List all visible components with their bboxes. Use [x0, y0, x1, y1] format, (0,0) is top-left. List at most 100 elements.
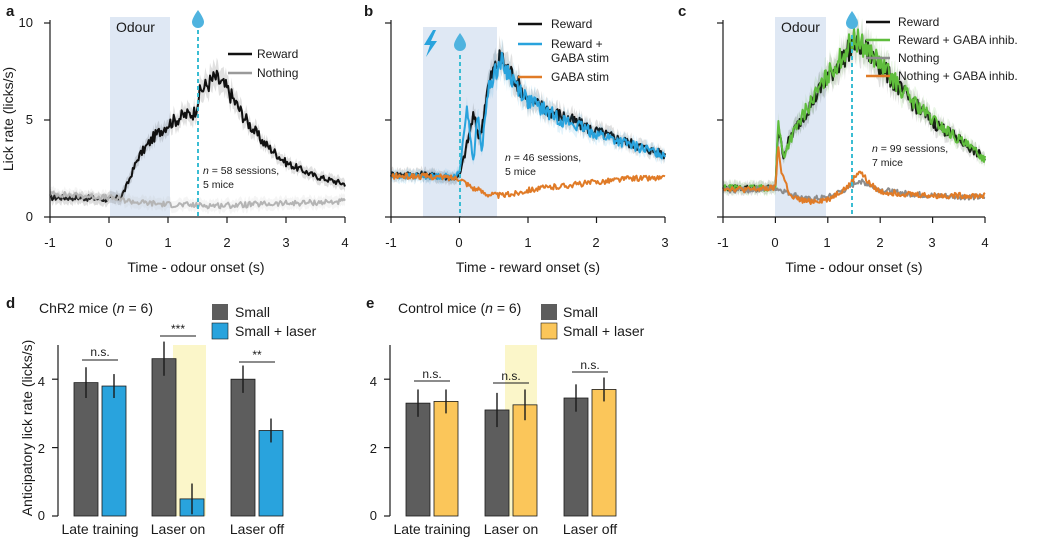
panel-d-ylabel: Anticipatory lick rate (licks/s) [19, 340, 35, 517]
bar-small-laser-off [563, 397, 589, 517]
panel-d: d ChR2 mice (n = 6) 4 2 0 Anticipatory l… [6, 295, 317, 537]
error-band-reward-gaba-stim [391, 37, 665, 185]
panel-a-ytick-0: 0 [26, 209, 33, 224]
panel-d-ytick-2: 2 [38, 441, 45, 456]
panel-a-ticks [44, 22, 346, 223]
error-band-reward [50, 57, 345, 208]
panel-e-letter: e [366, 295, 374, 312]
panel-d-legend-laser: Small + laser [235, 323, 317, 339]
panel-c-xtick: 2 [876, 235, 883, 250]
panel-d-group-label: Laser on [151, 521, 205, 537]
panel-a-legend-nothing: Nothing [257, 66, 298, 80]
error-band-reward-gaba-inhib- [723, 10, 985, 197]
series-line-gaba-stim [390, 172, 666, 199]
panel-c-annotation-2: 7 mice [872, 157, 903, 169]
panel-a-annotation: n = 58 sessions, [203, 165, 279, 177]
panel-b-letter: b [364, 3, 373, 20]
panel-b-legend-reward-gaba-2: GABA stim [551, 51, 609, 65]
lightning-icon [424, 30, 437, 57]
panel-d-laser-shade [173, 345, 206, 516]
panel-e-ytick-2: 2 [370, 441, 377, 456]
bar-small-laser-on [151, 358, 177, 517]
series-line-reward-gaba-inhib- [722, 26, 986, 192]
panel-a-xtick: 2 [223, 235, 230, 250]
panel-e-legend-small: Small [563, 304, 598, 320]
panel-b-xtick: 1 [524, 235, 531, 250]
panel-d-title: ChR2 mice (n = 6) [39, 300, 153, 316]
panel-d-ytick-0: 0 [38, 508, 45, 523]
drop-icon [846, 11, 858, 29]
panel-a-annotation-2: 5 mice [203, 179, 234, 191]
panel-c-annotation: n = 99 sessions, [872, 143, 948, 155]
error-band-reward [391, 35, 665, 187]
panel-a-ytick-5: 5 [26, 112, 33, 127]
panel-d-bars [73, 341, 284, 517]
panel-b-legend-reward-gaba-1: Reward + [551, 37, 603, 51]
panel-b-legend-reward: Reward [551, 17, 592, 31]
panel-e-sig-label: n.s. [422, 367, 441, 381]
error-band-nothing [50, 185, 345, 215]
panel-b-annotation: n = 46 sessions, [505, 152, 581, 164]
series-line-reward [722, 30, 986, 192]
panel-e-legend-swatch-small [541, 304, 557, 320]
panel-c-legend-reward-gaba: Reward + GABA inhib. [898, 33, 1018, 47]
bar-small-late-training [405, 402, 431, 517]
panel-c-plot-area [722, 10, 986, 205]
panel-a-letter: a [6, 3, 15, 20]
panel-d-sig-label: n.s. [90, 345, 109, 359]
panel-a-xtick: 1 [164, 235, 171, 250]
bar-small-laser-off [230, 378, 256, 517]
panel-a-xtick: 0 [105, 235, 112, 250]
panel-d-group-label: Late training [61, 521, 138, 537]
panel-d-letter: d [6, 295, 15, 312]
panel-a-legend-reward: Reward [257, 47, 298, 61]
bar-small-late-training [73, 382, 99, 517]
panel-c-xtick: -1 [717, 235, 729, 250]
panel-e-group-label: Laser off [563, 521, 617, 537]
panel-a-xtick: -1 [44, 235, 56, 250]
panel-a-ytick-10: 10 [19, 15, 33, 30]
panel-b-annotation-2: 5 mice [505, 166, 536, 178]
panel-b-xtick: 2 [592, 235, 599, 250]
panel-e-group-label: Late training [393, 521, 470, 537]
panel-d-legend-swatch-laser [211, 322, 229, 340]
panel-b-xtick: -1 [385, 235, 397, 250]
panel-a-odour-shade [110, 17, 170, 217]
panel-c-legend-reward: Reward [898, 15, 939, 29]
panel-e-ticks [384, 378, 390, 517]
panel-c-odour-label: Odour [781, 19, 820, 35]
panel-d-group-label: Laser off [230, 521, 284, 537]
panel-e-sig-label: n.s. [501, 369, 520, 383]
panel-e-sig-label: n.s. [580, 358, 599, 372]
panel-a-odour-label: Odour [116, 19, 155, 35]
panel-c-legend-nothing: Nothing [898, 51, 939, 65]
panel-c-xlabel: Time - odour onset (s) [785, 259, 922, 275]
bar-small-laser-laser-off [258, 430, 284, 517]
panel-c-xtick: 0 [771, 235, 778, 250]
panel-d-legend-small: Small [235, 304, 270, 320]
panel-b-ticks [385, 22, 666, 223]
bar-small-laser-laser-on [512, 404, 538, 517]
drop-icon [192, 10, 204, 28]
panel-a-ylabel: Lick rate (licks/s) [0, 67, 16, 171]
panel-e-group-label: Laser on [484, 521, 538, 537]
panel-d-sig-label: *** [171, 322, 185, 336]
panel-e-ytick-4: 4 [370, 374, 377, 389]
panel-c-ticks [717, 22, 986, 223]
panel-b-legend-gaba: GABA stim [551, 70, 609, 84]
bar-small-laser-on [484, 409, 510, 517]
panel-e-legend-swatch-laser [540, 322, 558, 340]
panel-b-xtick: 0 [455, 235, 462, 250]
panel-b: b -1 0 1 2 3 Time - reward onset (s) Rew… [364, 3, 669, 275]
panel-e: e Control mice (n = 6) 4 2 0 Late traini… [366, 295, 645, 537]
panel-d-legend-swatch-small [212, 304, 228, 320]
bar-small-laser-laser-off [591, 389, 617, 517]
bar-small-laser-late-training [433, 401, 459, 517]
panel-e-bars [405, 377, 617, 517]
panel-b-xlabel: Time - reward onset (s) [456, 259, 600, 275]
bar-small-laser-late-training [101, 385, 127, 517]
panel-d-sig-label: ** [252, 348, 262, 362]
panel-c-letter: c [678, 3, 686, 20]
panel-a: a Odour 10 5 0 -1 0 1 2 3 4 Time - odour… [0, 3, 349, 275]
